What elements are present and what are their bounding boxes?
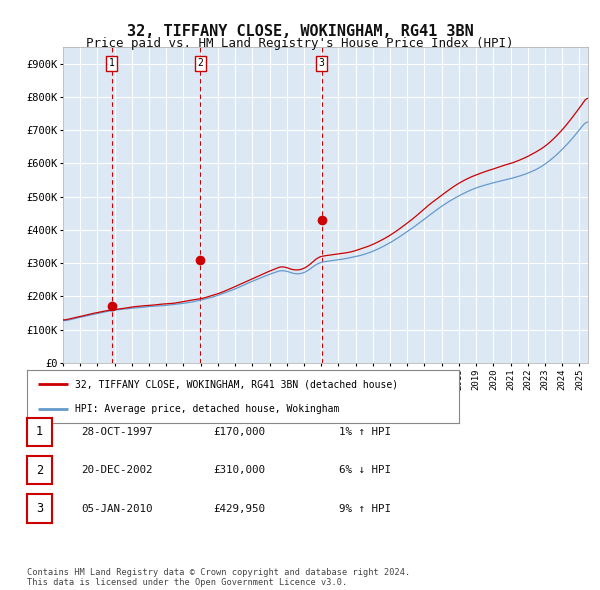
- Text: 20-DEC-2002: 20-DEC-2002: [81, 466, 152, 475]
- Text: 2: 2: [197, 58, 203, 68]
- Text: 32, TIFFANY CLOSE, WOKINGHAM, RG41 3BN (detached house): 32, TIFFANY CLOSE, WOKINGHAM, RG41 3BN (…: [74, 379, 398, 389]
- Text: 3: 3: [36, 502, 43, 515]
- Text: 1: 1: [36, 425, 43, 438]
- Text: 9% ↑ HPI: 9% ↑ HPI: [339, 504, 391, 513]
- Text: 1% ↑ HPI: 1% ↑ HPI: [339, 427, 391, 437]
- Text: Price paid vs. HM Land Registry's House Price Index (HPI): Price paid vs. HM Land Registry's House …: [86, 37, 514, 50]
- Text: 6% ↓ HPI: 6% ↓ HPI: [339, 466, 391, 475]
- Text: 3: 3: [319, 58, 325, 68]
- Text: 05-JAN-2010: 05-JAN-2010: [81, 504, 152, 513]
- Text: £429,950: £429,950: [213, 504, 265, 513]
- Text: £170,000: £170,000: [213, 427, 265, 437]
- Text: 32, TIFFANY CLOSE, WOKINGHAM, RG41 3BN: 32, TIFFANY CLOSE, WOKINGHAM, RG41 3BN: [127, 24, 473, 38]
- Text: HPI: Average price, detached house, Wokingham: HPI: Average price, detached house, Woki…: [74, 404, 339, 414]
- Text: Contains HM Land Registry data © Crown copyright and database right 2024.
This d: Contains HM Land Registry data © Crown c…: [27, 568, 410, 587]
- Text: 1: 1: [109, 58, 115, 68]
- Text: 2: 2: [36, 464, 43, 477]
- Text: 28-OCT-1997: 28-OCT-1997: [81, 427, 152, 437]
- Text: £310,000: £310,000: [213, 466, 265, 475]
